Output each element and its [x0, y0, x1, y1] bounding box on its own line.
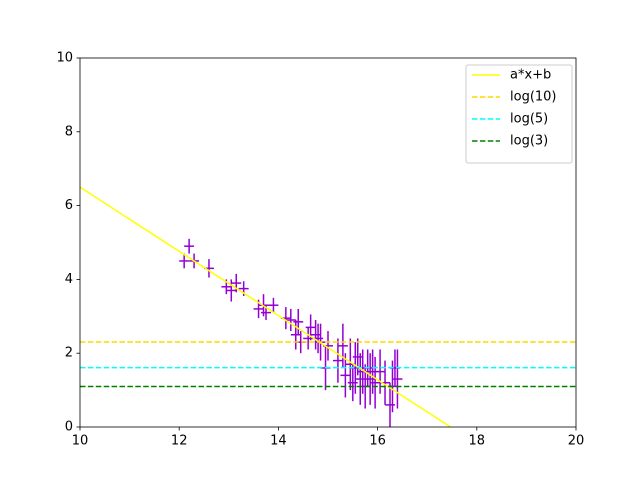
y-tick-label: 8	[65, 124, 73, 139]
x-tick-label: 20	[568, 434, 585, 449]
x-tick-label: 14	[270, 434, 287, 449]
legend-label: log(5)	[510, 112, 548, 127]
axes-frame	[79, 57, 577, 428]
legend-label: log(10)	[510, 90, 557, 105]
y-tick-label: 4	[65, 272, 73, 287]
x-tick-label: 18	[469, 434, 486, 449]
y-tick-label: 0	[65, 420, 73, 435]
x-tick-label: 12	[171, 434, 188, 449]
plot-area	[80, 186, 576, 427]
y-tick-label: 10	[56, 51, 73, 66]
line	[80, 186, 451, 427]
legend-label: log(3)	[510, 134, 548, 149]
x-tick-label: 10	[72, 434, 89, 449]
y-tick-label: 6	[65, 198, 73, 213]
y-tick-label: 2	[65, 346, 73, 361]
legend: a*x+b log(10) log(5) log(3)	[465, 64, 573, 164]
legend-label: a*x+b	[510, 68, 551, 83]
x-tick-label: 16	[369, 434, 386, 449]
legend-box	[465, 64, 573, 164]
